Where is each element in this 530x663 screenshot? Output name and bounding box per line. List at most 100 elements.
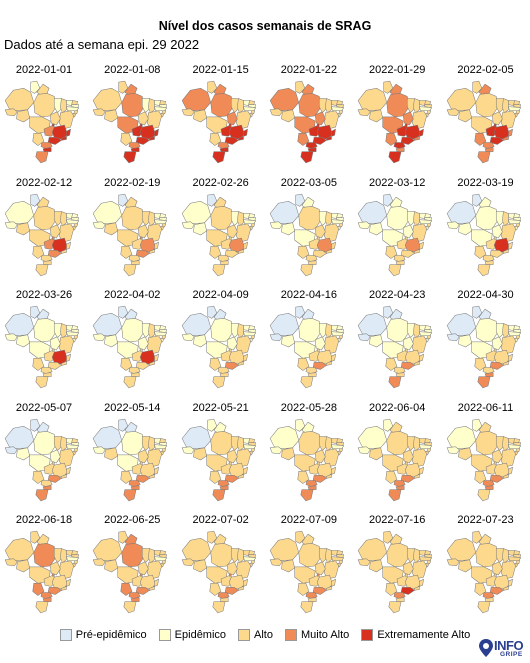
logo-word: INFO xyxy=(494,638,524,653)
state-region xyxy=(148,435,156,451)
state-region xyxy=(475,205,499,230)
state-region xyxy=(226,561,238,576)
state-region xyxy=(4,312,35,336)
state-region xyxy=(269,537,299,562)
state-region xyxy=(414,248,420,254)
state-region xyxy=(426,335,432,340)
state-region xyxy=(358,200,388,224)
state-region xyxy=(154,218,168,224)
state-region xyxy=(316,236,320,239)
state-region xyxy=(138,449,149,463)
state-region xyxy=(424,100,432,105)
state-region xyxy=(247,550,255,555)
state-region xyxy=(500,110,516,130)
panel-date: 2022-03-12 xyxy=(369,176,426,189)
panel-date: 2022-06-18 xyxy=(15,514,73,526)
state-region xyxy=(30,418,41,432)
state-region xyxy=(338,222,343,227)
state-region xyxy=(16,446,30,460)
state-region xyxy=(136,362,150,370)
legend-label: Muito Alto xyxy=(301,629,350,641)
state-region xyxy=(475,93,499,118)
state-region xyxy=(159,212,167,218)
map-panel: 2022-02-12 xyxy=(0,171,88,283)
state-region xyxy=(281,559,295,573)
state-region xyxy=(136,137,150,145)
state-region xyxy=(358,425,388,449)
state-region xyxy=(138,561,149,576)
brazil-map xyxy=(269,530,344,614)
state-region xyxy=(500,560,516,580)
state-region xyxy=(297,470,310,484)
brazil-map xyxy=(269,80,344,164)
state-region xyxy=(136,587,150,595)
state-region xyxy=(224,474,239,483)
state-region xyxy=(138,224,149,238)
state-region xyxy=(142,323,151,339)
state-region xyxy=(446,200,476,224)
state-region xyxy=(307,372,317,377)
state-region xyxy=(323,222,339,242)
state-region xyxy=(219,147,229,152)
brazil-map xyxy=(269,305,344,389)
state-region xyxy=(242,556,256,562)
map-panel: 2022-04-30 xyxy=(442,283,530,395)
state-region xyxy=(93,87,123,111)
state-region xyxy=(471,418,482,432)
state-region xyxy=(471,80,482,94)
state-region xyxy=(4,108,18,117)
map-panel: 2022-01-29 xyxy=(353,58,441,170)
state-region xyxy=(383,418,394,432)
map-panel: 2022-01-22 xyxy=(265,58,353,170)
state-region xyxy=(338,447,343,452)
state-region xyxy=(495,548,505,564)
state-region xyxy=(300,488,314,501)
state-region xyxy=(228,236,232,239)
state-region xyxy=(209,133,221,146)
state-region xyxy=(242,578,248,587)
legend: Pré-epidêmico Epidêmico Alto Muito Alto … xyxy=(0,624,530,646)
state-region xyxy=(424,325,432,330)
state-region xyxy=(230,210,240,226)
state-region xyxy=(446,537,476,562)
state-region xyxy=(489,249,504,258)
brazil-map xyxy=(446,530,521,614)
state-region xyxy=(149,136,156,141)
state-region xyxy=(32,133,45,146)
state-region xyxy=(59,560,74,580)
state-region xyxy=(154,128,160,137)
state-region xyxy=(226,336,238,351)
state-region xyxy=(388,601,402,614)
state-region xyxy=(136,249,150,258)
state-region xyxy=(104,221,119,235)
map-panel: 2022-04-09 xyxy=(177,283,265,395)
brazil-map xyxy=(93,193,168,276)
state-region xyxy=(93,220,106,229)
brazil-map xyxy=(446,305,521,389)
state-region xyxy=(142,98,151,114)
state-region xyxy=(66,443,80,449)
state-region xyxy=(4,537,35,562)
state-region xyxy=(405,573,408,577)
state-region xyxy=(159,325,167,330)
state-region xyxy=(59,222,74,242)
state-region xyxy=(237,136,244,141)
state-region xyxy=(312,474,327,483)
state-region xyxy=(401,587,415,595)
state-region xyxy=(42,259,52,265)
state-region xyxy=(512,212,520,218)
state-region xyxy=(388,488,402,501)
state-region xyxy=(338,110,343,115)
state-region xyxy=(403,449,414,463)
panel-date: 2022-02-26 xyxy=(192,176,249,189)
state-region xyxy=(235,222,251,242)
state-region xyxy=(66,241,71,250)
state-region xyxy=(16,334,30,348)
state-region xyxy=(295,80,306,94)
state-region xyxy=(471,193,482,207)
state-region xyxy=(104,559,119,573)
state-region xyxy=(401,137,415,145)
state-region xyxy=(358,312,388,336)
state-region xyxy=(228,461,232,464)
state-region xyxy=(419,331,433,336)
